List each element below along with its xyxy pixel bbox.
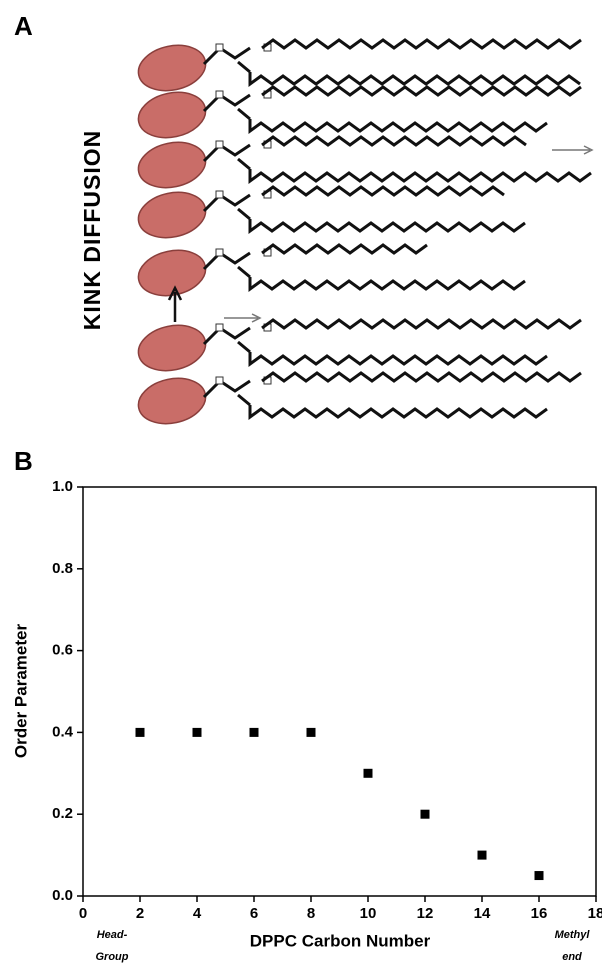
acyl-chain [261, 38, 582, 50]
glycerol-node [215, 323, 224, 332]
x-annotation: Head- [97, 929, 128, 941]
arrow [552, 145, 594, 155]
glycerol [202, 193, 251, 221]
acyl-chain [248, 277, 526, 292]
x-tick-label: 10 [360, 905, 377, 922]
glycerol-node [215, 90, 224, 99]
glycerol [202, 326, 251, 354]
y-tick-label: 0.4 [52, 723, 74, 740]
data-point [420, 809, 430, 819]
head-group [137, 44, 207, 92]
glycerol-node [215, 248, 224, 257]
data-point [135, 727, 145, 737]
acyl-chain [248, 405, 548, 420]
x-axis-title: DPPC Carbon Number [250, 931, 431, 950]
data-point [477, 850, 487, 860]
acyl-chain [261, 185, 505, 197]
glycerol [202, 93, 251, 121]
glycerol [202, 46, 251, 74]
data-point [363, 768, 373, 778]
y-tick-label: 0.0 [52, 887, 73, 904]
x-tick-label: 0 [79, 905, 87, 922]
y-axis-title: Order Parameter [11, 624, 30, 759]
glycerol-node [215, 140, 224, 149]
x-tick-label: 2 [136, 905, 144, 922]
glycerol-node [215, 190, 224, 199]
x-tick-label: 6 [250, 905, 258, 922]
acyl-chain [261, 85, 582, 97]
acyl-chain [261, 371, 582, 383]
data-point [249, 727, 259, 737]
x-tick-label: 18 [588, 905, 602, 922]
panel-label: B [14, 446, 33, 476]
glycerol-node [215, 43, 224, 52]
plot-frame [82, 486, 597, 897]
arrow [224, 313, 262, 323]
acyl-chain [248, 169, 592, 184]
x-annotation: end [562, 951, 582, 963]
acyl-chain [261, 135, 527, 147]
x-annotation: Methyl [555, 929, 591, 941]
y-tick-label: 0.6 [52, 642, 73, 659]
x-tick-label: 14 [474, 905, 491, 922]
y-tick-label: 0.2 [52, 805, 73, 822]
acyl-chain [248, 219, 526, 234]
acyl-chain [261, 243, 428, 255]
head-group [137, 91, 207, 139]
data-point [534, 871, 544, 881]
glycerol [202, 251, 251, 279]
x-tick-label: 12 [417, 905, 434, 922]
arrow [167, 285, 183, 322]
lipid-illustration [137, 38, 594, 425]
illustration-label: KINK DIFFUSION [79, 130, 105, 331]
acyl-chain [261, 318, 582, 330]
x-tick-label: 8 [307, 905, 315, 922]
head-group [137, 377, 207, 425]
head-group [137, 141, 207, 189]
y-tick-label: 1.0 [52, 478, 73, 495]
x-annotation: Group [96, 951, 129, 963]
x-tick-label: 16 [531, 905, 548, 922]
glycerol-node [215, 376, 224, 385]
head-group [137, 324, 207, 372]
y-tick-label: 0.8 [52, 560, 73, 577]
glycerol [202, 379, 251, 407]
glycerol [202, 143, 251, 171]
acyl-chain [248, 72, 581, 87]
acyl-chain [248, 119, 548, 134]
head-group [137, 191, 207, 239]
panel-label: A [14, 11, 33, 41]
data-point [192, 727, 202, 737]
data-point [306, 727, 316, 737]
acyl-chain [248, 352, 548, 367]
x-tick-label: 4 [193, 905, 202, 922]
